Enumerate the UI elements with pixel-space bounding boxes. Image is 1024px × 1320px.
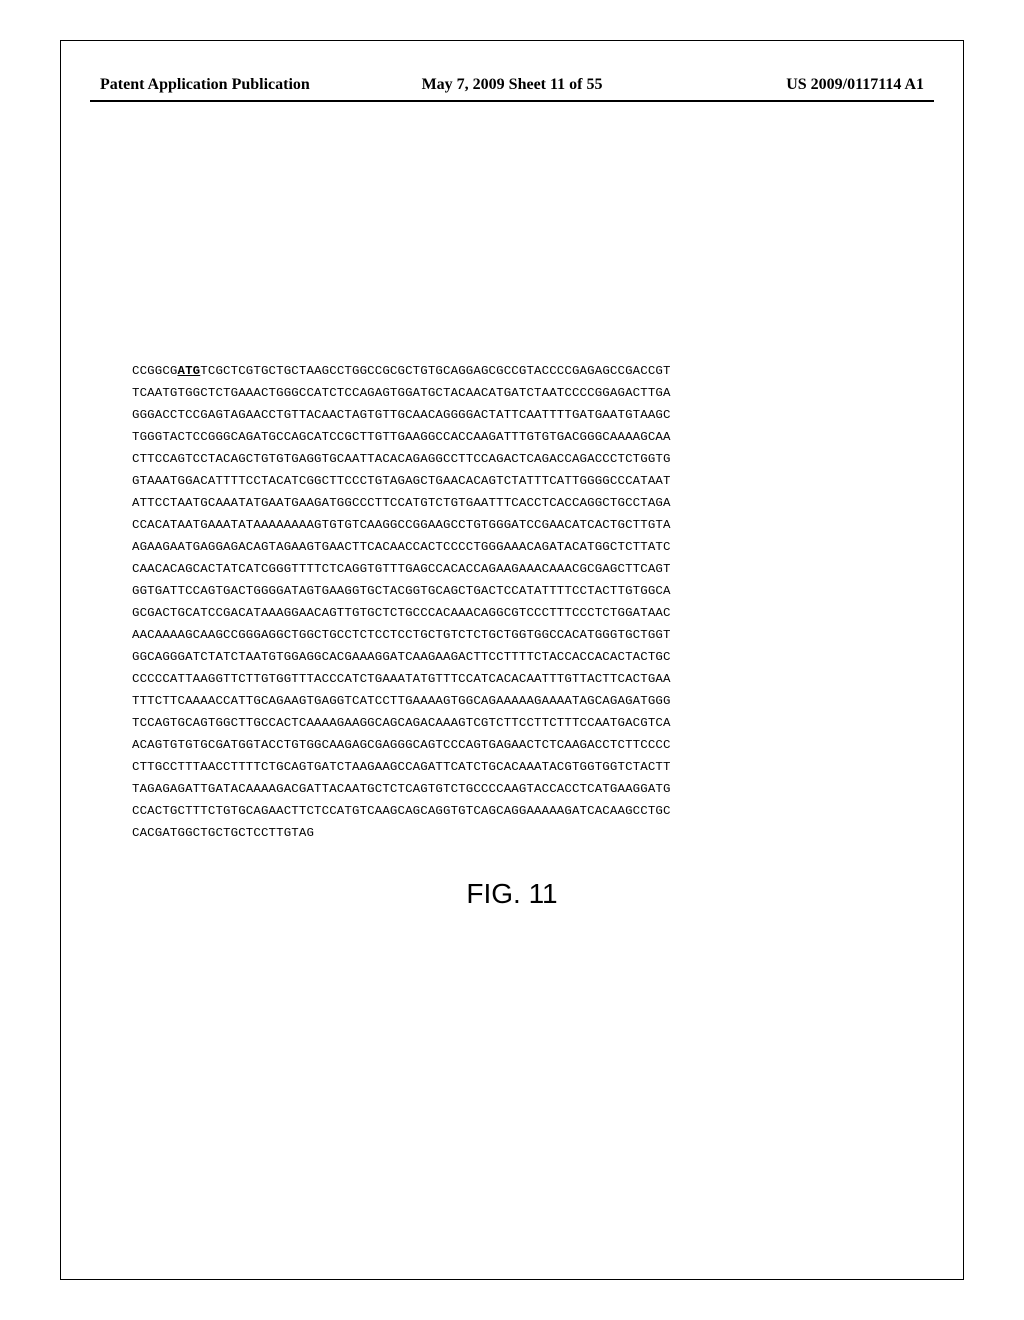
header-publication-type: Patent Application Publication	[100, 76, 375, 94]
sequence-line: GGGACCTCCGAGTAGAACCTGTTACAACTAGTGTTGCAAC…	[132, 404, 892, 426]
sequence-line: TCAATGTGGCTCTGAAACTGGGCCATCTCCAGAGTGGATG…	[132, 382, 892, 404]
dna-sequence-block: CCGGCGATGTCGCTCGTGCTGCTAAGCCTGGCCGCGCTGT…	[132, 360, 892, 844]
header-separator	[90, 100, 934, 102]
header-publication-number: US 2009/0117114 A1	[649, 76, 924, 94]
sequence-line: GTAAATGGACATTTTCCTACATCGGCTTCCCTGTAGAGCT…	[132, 470, 892, 492]
sequence-line: ACAGTGTGTGCGATGGTACCTGTGGCAAGAGCGAGGGCAG…	[132, 734, 892, 756]
sequence-line: TGGGTACTCCGGGCAGATGCCAGCATCCGCTTGTTGAAGG…	[132, 426, 892, 448]
sequence-line: CCACATAATGAAATATAAAAAAAAGTGTGTCAAGGCCGGA…	[132, 514, 892, 536]
sequence-line: GGCAGGGATCTATCTAATGTGGAGGCACGAAAGGATCAAG…	[132, 646, 892, 668]
sequence-text: TCGCTCGTGCTGCTAAGCCTGGCCGCGCTGTGCAGGAGCG…	[200, 364, 670, 378]
sequence-line: CTTGCCTTTAACCTTTTCTGCAGTGATCTAAGAAGCCAGA…	[132, 756, 892, 778]
sequence-line: CCACTGCTTTCTGTGCAGAACTTCTCCATGTCAAGCAGCA…	[132, 800, 892, 822]
sequence-line: GGTGATTCCAGTGACTGGGGATAGTGAAGGTGCTACGGTG…	[132, 580, 892, 602]
sequence-line: CACGATGGCTGCTGCTCCTTGTAG	[132, 822, 892, 844]
header-date-sheet: May 7, 2009 Sheet 11 of 55	[375, 76, 650, 94]
sequence-line: CAACACAGCACTATCATCGGGTTTTCTCAGGTGTTTGAGC…	[132, 558, 892, 580]
page-header: Patent Application Publication May 7, 20…	[100, 76, 924, 94]
sequence-line: ATTCCTAATGCAAATATGAATGAAGATGGCCCTTCCATGT…	[132, 492, 892, 514]
sequence-line: AGAAGAATGAGGAGACAGTAGAAGTGAACTTCACAACCAC…	[132, 536, 892, 558]
sequence-line: CCGGCGATGTCGCTCGTGCTGCTAAGCCTGGCCGCGCTGT…	[132, 360, 892, 382]
sequence-line: CCCCCATTAAGGTTCTTGTGGTTTACCCATCTGAAATATG…	[132, 668, 892, 690]
sequence-line: TAGAGAGATTGATACAAAAGACGATTACAATGCTCTCAGT…	[132, 778, 892, 800]
start-codon: ATG	[178, 364, 201, 378]
figure-label: FIG. 11	[0, 878, 1024, 910]
sequence-line: CTTCCAGTCCTACAGCTGTGTGAGGTGCAATTACACAGAG…	[132, 448, 892, 470]
sequence-line: TTTCTTCAAAACCATTGCAGAAGTGAGGTCATCCTTGAAA…	[132, 690, 892, 712]
sequence-line: AACAAAAGCAAGCCGGGAGGCTGGCTGCCTCTCCTCCTGC…	[132, 624, 892, 646]
sequence-line: GCGACTGCATCCGACATAAAGGAACAGTTGTGCTCTGCCC…	[132, 602, 892, 624]
sequence-line: TCCAGTGCAGTGGCTTGCCACTCAAAAGAAGGCAGCAGAC…	[132, 712, 892, 734]
sequence-prefix: CCGGCG	[132, 364, 178, 378]
